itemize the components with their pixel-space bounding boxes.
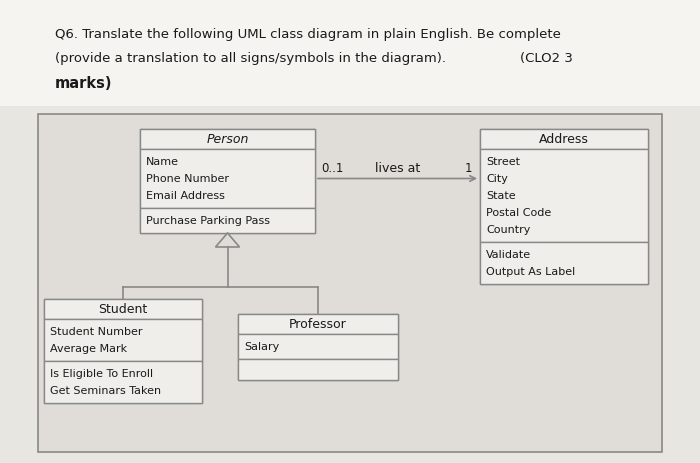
Text: Average Mark: Average Mark [50,344,127,354]
Text: lives at: lives at [375,162,420,175]
Bar [140,130,315,233]
Text: Student: Student [99,303,148,316]
Text: State: State [486,191,516,201]
Text: Professor: Professor [289,318,347,331]
Bar [480,130,648,150]
Bar [238,359,398,380]
Text: Get Seminars Taken: Get Seminars Taken [50,386,161,396]
Bar [480,130,648,284]
Bar [140,208,315,233]
Text: Validate: Validate [486,250,531,260]
Text: (provide a translation to all signs/symbols in the diagram).: (provide a translation to all signs/symb… [55,52,446,65]
Text: Is Eligible To Enroll: Is Eligible To Enroll [50,369,153,379]
Bar [238,334,398,359]
Bar [140,130,315,150]
Text: marks): marks) [55,76,113,91]
Text: 1: 1 [465,162,472,175]
Bar [238,314,398,380]
Text: Country: Country [486,225,531,235]
Bar [44,319,202,361]
Text: Postal Code: Postal Code [486,208,552,218]
Text: Street: Street [486,157,520,167]
Bar [44,300,202,319]
Text: Name: Name [146,157,179,167]
Text: Email Address: Email Address [146,191,225,201]
Bar [44,300,202,403]
Bar [44,361,202,403]
Bar [38,115,662,452]
Text: Student Number: Student Number [50,327,143,337]
Text: Address: Address [539,133,589,146]
Bar [480,150,648,243]
Text: Person: Person [206,133,248,146]
Text: (CLO2 3: (CLO2 3 [520,52,573,65]
Bar [0,0,700,107]
Text: 0..1: 0..1 [321,162,344,175]
Text: Phone Number: Phone Number [146,174,229,184]
Text: Q6. Translate the following UML class diagram in plain English. Be complete: Q6. Translate the following UML class di… [55,28,561,41]
Text: Salary: Salary [244,342,279,352]
Text: Purchase Parking Pass: Purchase Parking Pass [146,216,270,226]
Text: City: City [486,174,508,184]
Text: Output As Label: Output As Label [486,267,575,277]
Polygon shape [216,233,239,247]
Bar [480,243,648,284]
Bar [238,314,398,334]
Bar [140,150,315,208]
